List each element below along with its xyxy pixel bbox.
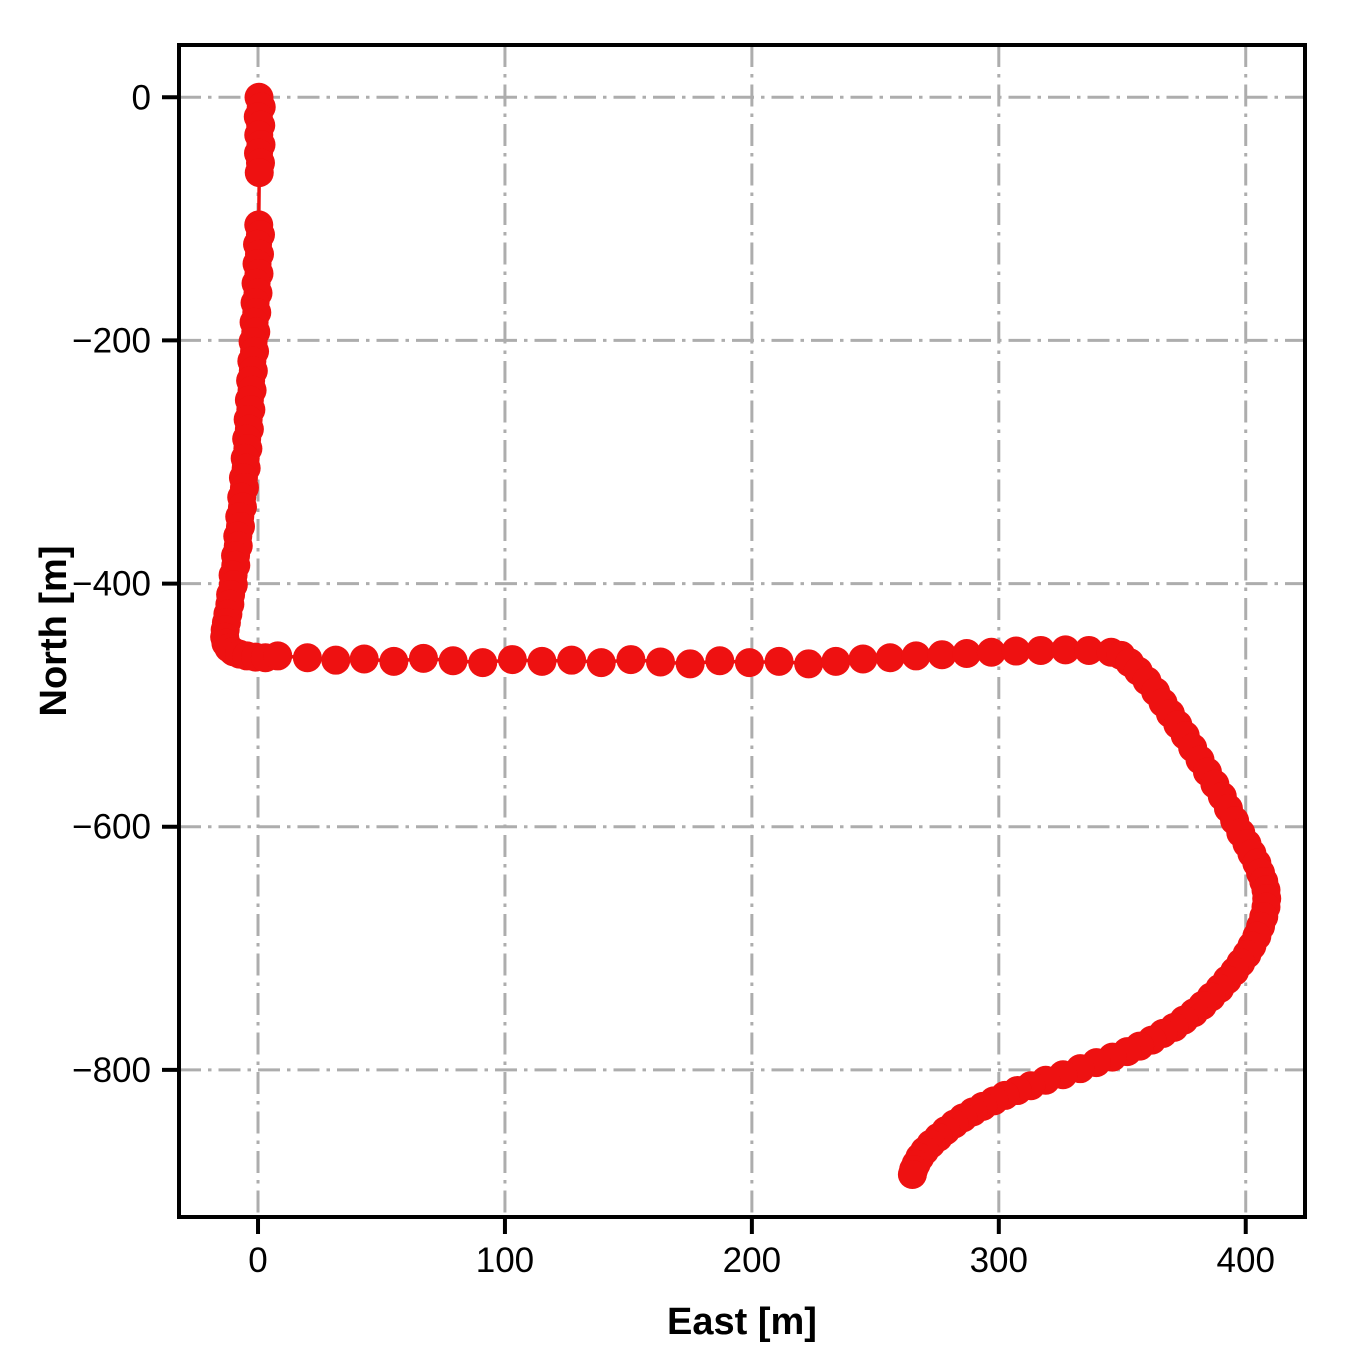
data-point-marker (675, 649, 705, 679)
y-tick-label: −600 (72, 808, 151, 847)
data-point-marker (321, 645, 351, 675)
x-tick-label: 400 (1217, 1241, 1275, 1280)
data-point-marker (976, 637, 1006, 667)
axis-ticks: 0 100 200 300 400 0 −200 −400 −600 −800 (72, 78, 1275, 1280)
data-point-marker (875, 643, 905, 673)
data-point-marker (764, 646, 794, 676)
y-tick-label: −400 (72, 565, 151, 604)
data-point-marker (705, 646, 735, 676)
data-point-marker (1074, 635, 1104, 665)
data-point-marker (897, 1159, 927, 1189)
data-point-marker (1001, 636, 1031, 666)
data-point-marker (408, 643, 438, 673)
x-tick-label: 200 (723, 1241, 781, 1280)
data-point-marker (848, 644, 878, 674)
x-tick-label: 100 (476, 1241, 534, 1280)
data-point-marker (616, 645, 646, 675)
data-point-marker (349, 644, 379, 674)
plot-border (177, 43, 1307, 1219)
trajectory-line (222, 95, 1269, 1177)
data-point-marker (263, 641, 293, 671)
x-tick-label: 0 (248, 1241, 267, 1280)
data-point-marker (901, 641, 931, 671)
data-point-marker (794, 649, 824, 679)
y-tick-label: −200 (72, 321, 151, 360)
y-tick-label: 0 (132, 78, 151, 117)
data-point-marker (1026, 635, 1056, 665)
axes-frame (177, 43, 1307, 1219)
x-tick-label: 300 (970, 1241, 1028, 1280)
data-point-marker (379, 646, 409, 676)
data-point-marker (527, 646, 557, 676)
y-tick-label: −800 (72, 1051, 151, 1090)
data-point-marker (646, 647, 676, 677)
data-point-marker (292, 643, 322, 673)
data-point-marker (438, 646, 468, 676)
data-point-marker (468, 648, 498, 678)
x-axis-label: East [m] (667, 1301, 817, 1343)
data-point-marker (821, 646, 851, 676)
data-point-marker (734, 648, 764, 678)
trajectory-series (210, 82, 1282, 1189)
y-axis-label: North [m] (33, 546, 75, 717)
data-point-marker (586, 648, 616, 678)
data-point-marker (244, 158, 274, 188)
data-point-marker (557, 645, 587, 675)
grid (179, 45, 1305, 1217)
data-point-marker (1050, 635, 1080, 665)
data-point-marker (497, 645, 527, 675)
data-point-marker (952, 638, 982, 668)
data-point-marker (927, 640, 957, 670)
